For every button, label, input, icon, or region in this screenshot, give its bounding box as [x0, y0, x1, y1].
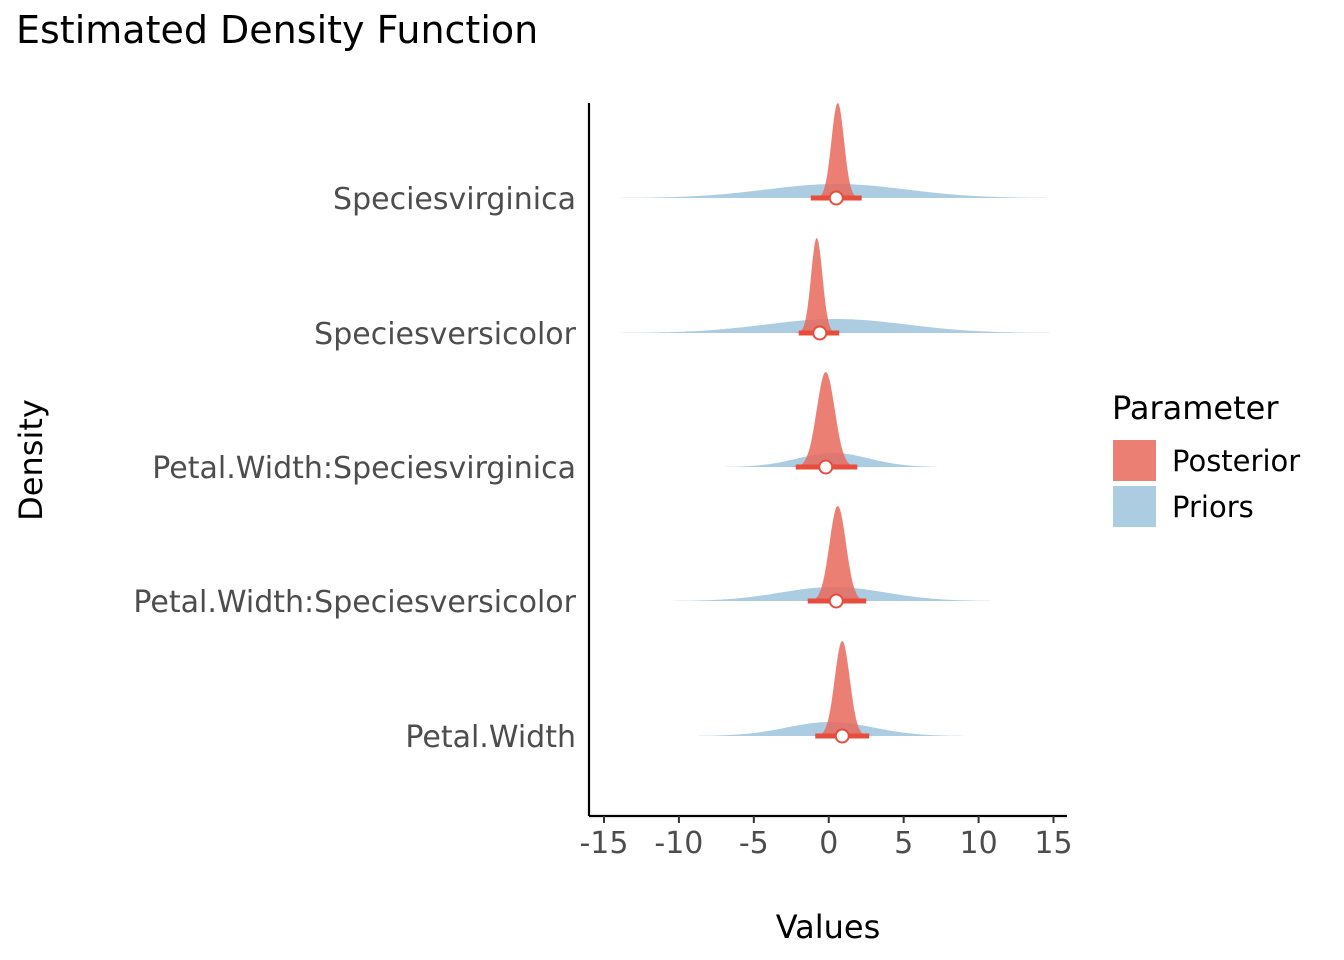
posterior-density: [809, 103, 867, 198]
x-axis-title: Values: [776, 908, 881, 946]
prior-density: [619, 319, 1051, 333]
category-label: Petal.Width:Speciesversicolor: [133, 585, 576, 620]
legend-swatch-posterior: [1113, 440, 1156, 481]
median-point: [828, 190, 844, 206]
median-point: [812, 325, 828, 341]
median-point: [834, 728, 850, 744]
x-tick-label: 5: [894, 826, 913, 861]
legend-title: Parameter: [1112, 389, 1279, 427]
ridge-group: [725, 372, 937, 475]
ridge-group: [671, 506, 991, 609]
median-point: [828, 593, 844, 609]
x-tick-label: 15: [1034, 826, 1072, 861]
median-point: [818, 459, 834, 475]
plot-area: [619, 103, 1051, 744]
legend: Parameter Posterior Priors: [1112, 389, 1300, 527]
y-axis-labels: Speciesvirginica Speciesversicolor Petal.W…: [133, 182, 576, 755]
x-axis-ticks: -15 -10 -5 0 5 10 15: [579, 816, 1073, 861]
posterior-density: [791, 238, 843, 333]
x-tick-label: -10: [654, 826, 703, 861]
chart-title: Estimated Density Function: [16, 8, 538, 52]
ridge-group: [619, 238, 1051, 341]
category-label: Speciesversicolor: [314, 317, 577, 352]
y-axis-title: Density: [12, 399, 50, 521]
legend-label-posterior: Posterior: [1172, 444, 1300, 478]
legend-label-priors: Priors: [1172, 490, 1254, 524]
ridge-group: [619, 103, 1046, 206]
legend-swatch-priors: [1113, 486, 1156, 527]
x-tick-label: 0: [819, 826, 838, 861]
x-tick-label: -5: [739, 826, 769, 861]
x-tick-label: -15: [579, 826, 628, 861]
posterior-density: [785, 372, 867, 467]
category-label: Petal.Width: [405, 720, 576, 755]
ridge-group: [698, 641, 964, 744]
posterior-density: [808, 641, 876, 736]
category-label: Speciesvirginica: [333, 182, 576, 217]
x-tick-label: 10: [959, 826, 997, 861]
category-label: Petal.Width:Speciesvirginica: [152, 451, 576, 486]
posterior-density: [800, 506, 875, 601]
